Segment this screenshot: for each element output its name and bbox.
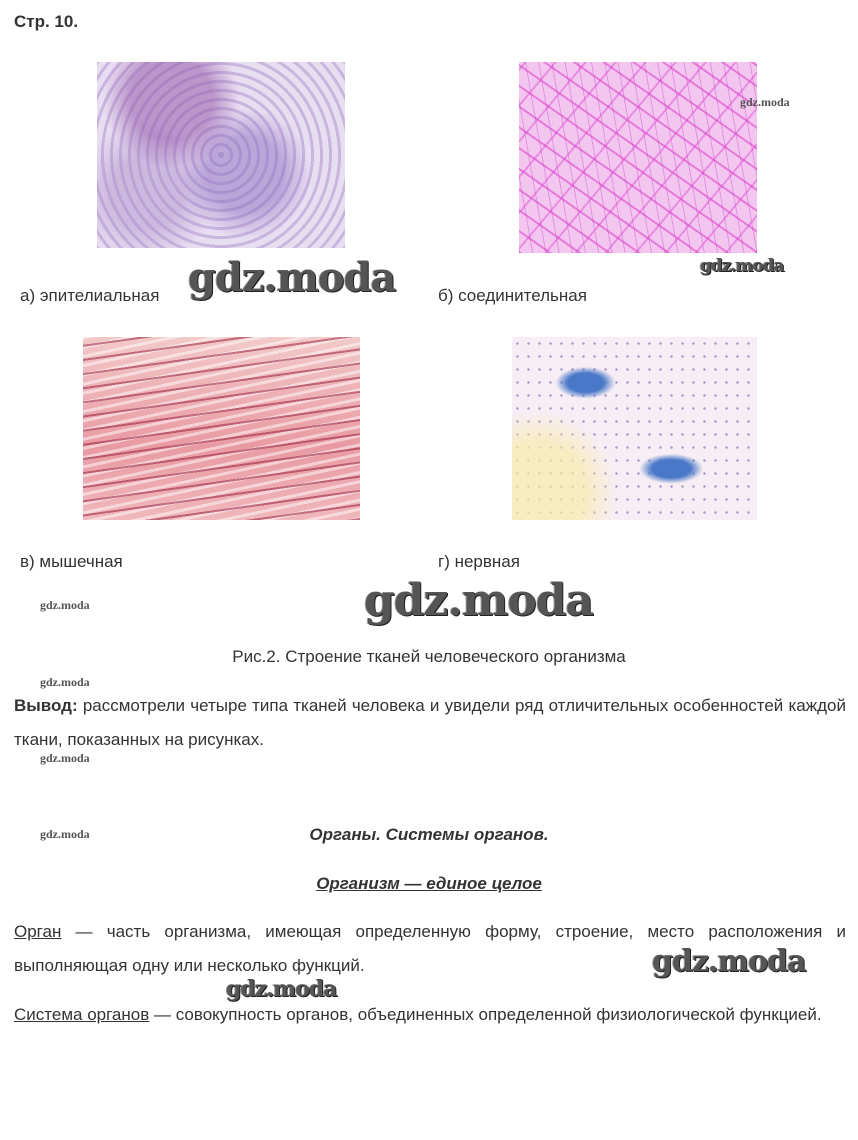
conclusion-text: рассмотрели четыре типа тканей человека … — [14, 696, 846, 749]
conclusion-label: Вывод: — [14, 696, 78, 715]
section-heading: Органы. Системы органов. — [309, 825, 549, 844]
watermark-logo: gdz.moda — [700, 256, 785, 276]
watermark-logo: gdz.moda — [652, 944, 807, 979]
definition-organ: Орган — часть организма, имеющая определ… — [14, 915, 846, 983]
watermark-small: gdz.moda — [40, 827, 90, 841]
watermark-small: gdz.moda — [40, 598, 90, 612]
watermark-small: gdz.moda — [740, 95, 790, 109]
watermark-logo: gdz.moda — [364, 575, 594, 626]
label-connective: б) соединительная — [438, 286, 587, 305]
watermark-small: gdz.moda — [40, 675, 90, 689]
nerve-tissue-image — [512, 337, 757, 520]
epithelial-tissue-image — [97, 62, 345, 248]
watermark-small: gdz.moda — [40, 751, 90, 765]
muscle-tissue-image — [83, 337, 360, 520]
section-subheading: Организм — единое целое — [316, 874, 542, 893]
watermark-logo: gdz.moda — [226, 976, 338, 1002]
figure-caption: Рис.2. Строение тканей человеческого орг… — [232, 647, 626, 666]
term-organ: Орган — [14, 922, 62, 941]
connective-tissue-image — [519, 62, 757, 253]
definition-organ-text: — часть организма, имеющая определенную … — [14, 922, 846, 975]
label-muscle: в) мышечная — [20, 552, 123, 571]
conclusion-paragraph: Вывод: рассмотрели четыре типа тканей че… — [14, 689, 846, 757]
page-title: Стр. 10. — [14, 12, 79, 31]
label-epithelial: а) эпителиальная — [20, 286, 160, 305]
definition-organ-system-text: — совокупность органов, объединенных опр… — [149, 1005, 822, 1024]
term-organ-system: Система органов — [14, 1005, 150, 1024]
label-nerve: г) нервная — [438, 552, 520, 571]
watermark-logo: gdz.moda — [188, 254, 396, 301]
definition-organ-system: Система органов — совокупность органов, … — [14, 998, 846, 1032]
